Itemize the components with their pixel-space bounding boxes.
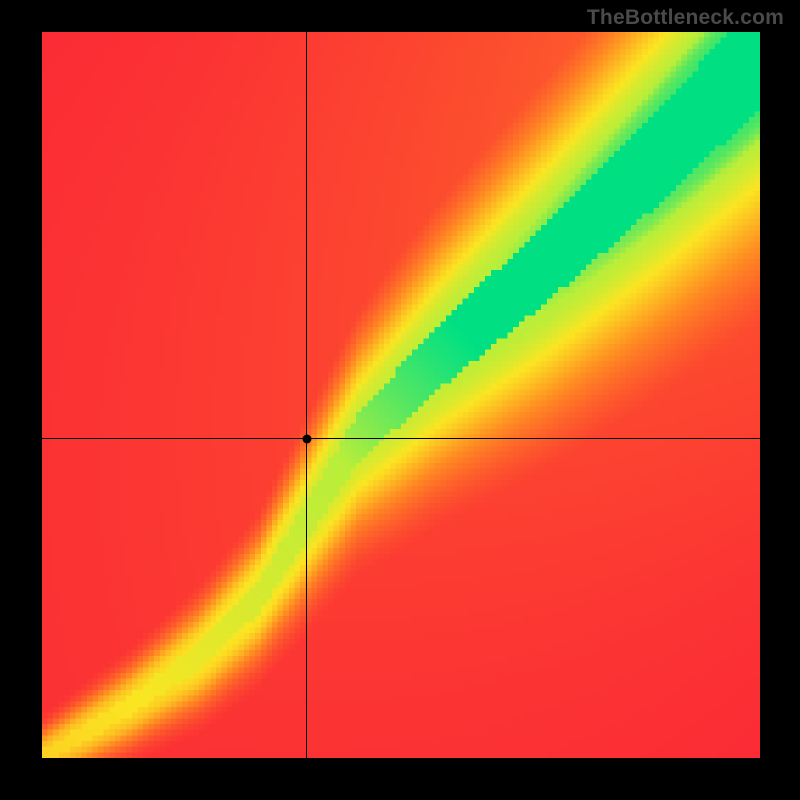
heatmap-canvas — [42, 32, 760, 758]
heatmap-plot — [42, 32, 760, 758]
crosshair-marker-dot — [302, 434, 311, 443]
crosshair-horizontal-line — [42, 438, 760, 439]
watermark-text: TheBottleneck.com — [587, 6, 784, 30]
crosshair-vertical-line — [306, 32, 307, 758]
chart-frame: TheBottleneck.com — [0, 0, 800, 800]
